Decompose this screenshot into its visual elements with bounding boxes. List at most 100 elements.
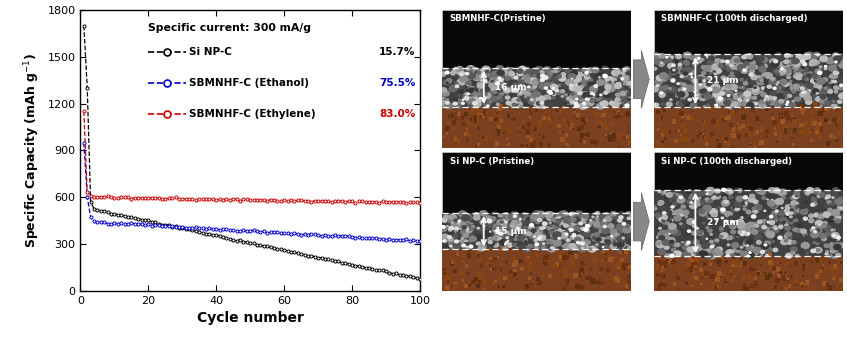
Bar — [475, 124, 477, 126]
Circle shape — [467, 68, 470, 70]
Circle shape — [622, 75, 625, 78]
Circle shape — [785, 226, 790, 230]
Circle shape — [797, 224, 801, 227]
Bar — [477, 272, 481, 276]
Circle shape — [817, 190, 821, 192]
Circle shape — [578, 215, 584, 220]
Circle shape — [758, 79, 762, 82]
Bar — [711, 119, 715, 124]
Circle shape — [532, 81, 538, 85]
Circle shape — [530, 99, 533, 101]
Bar — [454, 137, 457, 141]
Bar — [628, 131, 629, 133]
Circle shape — [505, 87, 512, 92]
Circle shape — [819, 212, 823, 215]
Circle shape — [677, 198, 682, 202]
Bar — [504, 127, 506, 130]
Circle shape — [838, 100, 842, 103]
Bar — [789, 263, 791, 266]
Circle shape — [684, 62, 689, 65]
Circle shape — [683, 251, 690, 258]
Circle shape — [731, 235, 735, 238]
Circle shape — [839, 59, 844, 62]
Circle shape — [695, 249, 699, 251]
Circle shape — [623, 227, 631, 233]
Circle shape — [514, 221, 522, 227]
Circle shape — [717, 207, 723, 211]
Circle shape — [505, 68, 513, 73]
Circle shape — [479, 98, 481, 99]
Circle shape — [747, 245, 750, 247]
Circle shape — [818, 83, 823, 87]
Bar — [705, 142, 707, 146]
Bar — [734, 263, 739, 268]
Circle shape — [488, 218, 490, 220]
Circle shape — [744, 241, 750, 246]
Bar — [513, 272, 518, 277]
Circle shape — [767, 75, 768, 77]
Circle shape — [628, 86, 632, 89]
Circle shape — [695, 67, 701, 72]
Circle shape — [584, 74, 586, 76]
Bar — [492, 283, 495, 285]
Circle shape — [747, 103, 754, 108]
Bar — [667, 131, 670, 134]
Circle shape — [760, 68, 764, 71]
Text: SBMNHF-C (100th discharged): SBMNHF-C (100th discharged) — [662, 14, 808, 23]
Circle shape — [534, 239, 537, 241]
Circle shape — [579, 76, 581, 78]
Circle shape — [721, 210, 726, 213]
Circle shape — [532, 98, 538, 102]
Circle shape — [689, 190, 691, 191]
Circle shape — [468, 73, 475, 79]
Circle shape — [517, 67, 521, 70]
Bar — [695, 145, 697, 147]
Circle shape — [679, 223, 682, 225]
Circle shape — [440, 226, 446, 230]
Bar — [573, 264, 575, 266]
Bar — [501, 262, 503, 265]
Circle shape — [775, 102, 781, 106]
Circle shape — [545, 83, 551, 86]
Circle shape — [478, 231, 481, 234]
Circle shape — [487, 231, 494, 236]
Circle shape — [814, 83, 820, 88]
Circle shape — [478, 75, 483, 79]
Bar — [562, 106, 565, 110]
Circle shape — [696, 227, 699, 229]
Bar — [467, 253, 471, 258]
Circle shape — [725, 212, 733, 217]
Circle shape — [591, 67, 599, 73]
Circle shape — [448, 248, 450, 249]
Circle shape — [615, 227, 623, 233]
Circle shape — [694, 200, 701, 206]
Circle shape — [595, 212, 600, 215]
Circle shape — [499, 92, 504, 96]
Circle shape — [655, 54, 657, 56]
Circle shape — [723, 67, 726, 69]
Circle shape — [572, 217, 580, 223]
Circle shape — [701, 242, 710, 248]
Bar — [800, 106, 805, 111]
Circle shape — [598, 221, 602, 224]
Circle shape — [575, 214, 579, 216]
Circle shape — [503, 224, 507, 226]
Circle shape — [515, 215, 521, 219]
Circle shape — [824, 225, 832, 231]
Bar — [583, 134, 584, 136]
Circle shape — [776, 64, 779, 67]
Circle shape — [542, 87, 545, 89]
Circle shape — [455, 227, 459, 230]
Bar — [692, 285, 694, 286]
Bar — [612, 248, 616, 251]
Circle shape — [693, 190, 700, 195]
Bar — [802, 111, 804, 113]
Circle shape — [507, 101, 511, 105]
Bar — [734, 127, 736, 129]
Circle shape — [813, 91, 817, 94]
Bar — [781, 275, 785, 280]
Circle shape — [815, 69, 820, 73]
Circle shape — [695, 84, 702, 89]
Bar — [679, 121, 681, 122]
Circle shape — [693, 240, 699, 244]
